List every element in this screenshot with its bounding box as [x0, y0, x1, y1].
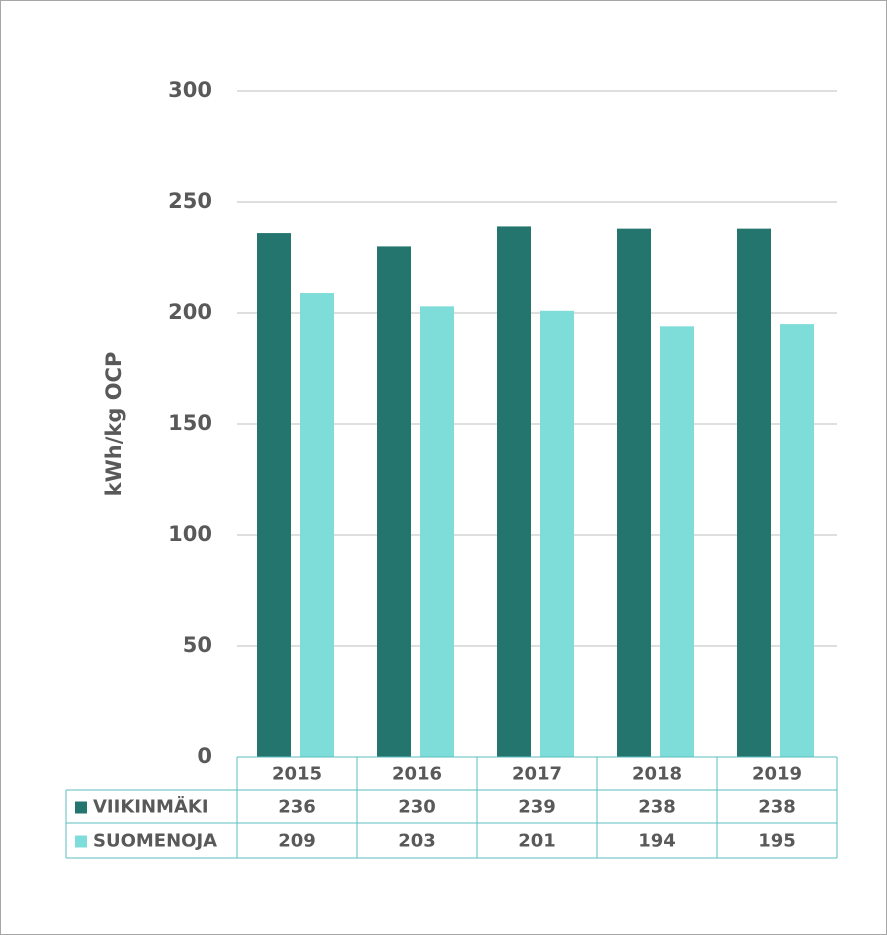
x-tick-label: 2018: [632, 764, 682, 785]
data-table-value: 194: [638, 831, 676, 852]
legend-swatch: [75, 801, 87, 814]
y-tick-label: 150: [168, 411, 212, 435]
y-tick-label: 0: [197, 744, 212, 768]
bar: [300, 293, 334, 757]
y-tick-label: 50: [183, 633, 212, 657]
bar: [377, 246, 411, 757]
x-tick-label: 2015: [272, 764, 322, 785]
bar: [780, 324, 814, 757]
data-table-value: 238: [638, 797, 676, 818]
data-table-value: 201: [518, 831, 556, 852]
data-table-value: 195: [758, 831, 796, 852]
bar: [497, 226, 531, 758]
bar: [617, 228, 651, 757]
y-tick-label: 200: [168, 300, 212, 324]
x-tick-label: 2017: [512, 764, 562, 785]
y-tick-label: 100: [168, 522, 212, 546]
bar: [737, 228, 771, 757]
bar: [420, 306, 454, 757]
y-tick-label: 300: [168, 78, 212, 102]
bar: [257, 233, 291, 757]
data-table-value: 203: [398, 831, 436, 852]
legend-label: SUOMENOJA: [93, 831, 217, 852]
data-table-value: 236: [278, 797, 316, 818]
y-axis-label: kWh/kg OCP: [102, 352, 126, 497]
data-table-value: 238: [758, 797, 796, 818]
data-table-value: 209: [278, 831, 316, 852]
data-table-value: 239: [518, 797, 556, 818]
legend-swatch: [75, 835, 87, 848]
y-tick-label: 250: [168, 189, 212, 213]
bar: [660, 326, 694, 757]
data-table-value: 230: [398, 797, 436, 818]
x-tick-label: 2019: [752, 764, 802, 785]
x-tick-label: 2016: [392, 764, 442, 785]
legend-label: VIIKINMÄKI: [93, 796, 209, 818]
bar: [540, 310, 574, 757]
